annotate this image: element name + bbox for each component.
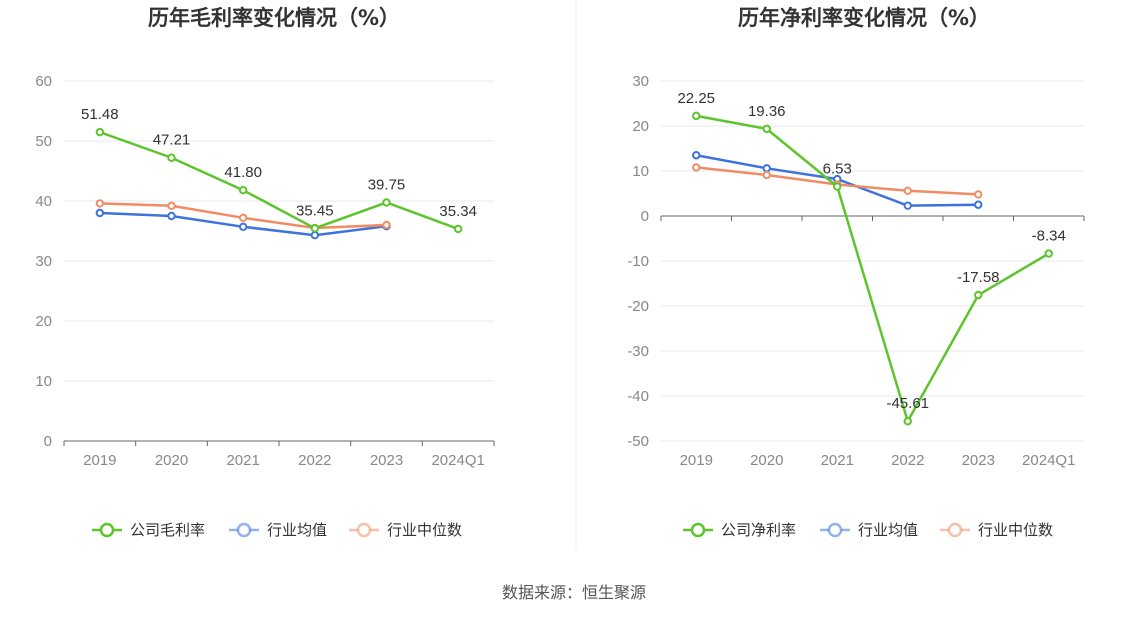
x-tick-label: 2024Q1 — [431, 452, 484, 469]
chart-2: 历年净利率变化情况（%） -50 -40 -30 -20 -10 0 10 20 30 2019 20… — [627, 6, 1085, 539]
x-tick-label: 2020 — [155, 452, 188, 469]
legend-label: 公司毛利率 — [130, 521, 205, 539]
data-point-median — [382, 220, 391, 230]
legend-swatch-marker — [356, 522, 372, 538]
data-label: 51.48 — [81, 106, 119, 123]
data-point-average — [974, 200, 983, 209]
y-tick-label: 40 — [35, 193, 52, 210]
y-tick-label: 20 — [632, 118, 649, 135]
y-tick-label: 20 — [35, 313, 52, 330]
x-tick-label: 2021 — [821, 452, 854, 469]
data-point-company — [762, 124, 771, 134]
legend-item-company: 公司净利率 — [683, 521, 796, 539]
data-point-company — [238, 186, 248, 195]
x-tick-label: 2021 — [226, 452, 259, 469]
data-label: -8.34 — [1032, 228, 1066, 245]
data-point-median — [762, 170, 771, 180]
data-point-company — [833, 182, 842, 191]
legend-label: 公司净利率 — [721, 521, 796, 539]
data-point-average — [167, 211, 176, 221]
data-label: 22.25 — [677, 90, 715, 107]
data-source: 数据来源：恒生聚源 — [502, 583, 646, 602]
data-point-average — [692, 151, 701, 160]
data-label: 19.36 — [748, 103, 786, 120]
data-point-average — [903, 201, 912, 210]
data-point-company — [453, 224, 463, 234]
data-point-median — [903, 186, 912, 196]
y-tick-label: 30 — [632, 73, 649, 90]
data-point-median — [974, 190, 983, 199]
chart-title: 历年净利率变化情况（%） — [738, 6, 990, 30]
y-tick-label: -30 — [627, 343, 649, 360]
chart-1: 历年毛利率变化情况（%） 0 10 20 30 40 50 60 2019 2020 2021 202… — [35, 6, 495, 539]
legend-label: 行业中位数 — [978, 521, 1053, 539]
data-point-company — [903, 417, 912, 426]
y-tick-label: 0 — [44, 433, 52, 450]
y-tick-label: 10 — [35, 373, 52, 390]
legend-item-company: 公司毛利率 — [92, 521, 205, 539]
data-label: 6.53 — [823, 161, 852, 178]
y-tick-label: 30 — [35, 253, 52, 270]
y-tick-label: -20 — [627, 298, 649, 315]
data-point-average — [310, 231, 320, 240]
x-tick-label: 2023 — [962, 452, 995, 469]
data-point-company — [692, 111, 701, 121]
data-point-median — [238, 213, 248, 223]
data-point-company — [382, 198, 391, 207]
y-tick-label: -10 — [627, 253, 649, 270]
data-point-average — [95, 208, 105, 218]
data-point-average — [238, 222, 248, 232]
legend-swatch-marker — [827, 522, 843, 538]
x-tick-label: 2023 — [370, 452, 403, 469]
legend-item-median: 行业中位数 — [940, 521, 1053, 539]
legend-swatch-marker — [236, 522, 252, 538]
data-point-median — [95, 199, 105, 208]
y-tick-label: -40 — [627, 388, 649, 405]
data-label: 47.21 — [153, 132, 191, 149]
data-label: 35.45 — [296, 202, 334, 219]
data-point-company — [95, 127, 105, 137]
data-point-median — [167, 201, 176, 211]
x-tick-label: 2019 — [83, 452, 116, 469]
y-tick-label: -50 — [627, 433, 649, 450]
data-label: 39.75 — [368, 177, 406, 194]
legend-swatch-marker — [99, 522, 115, 538]
y-tick-label: 0 — [641, 208, 649, 225]
x-tick-label: 2022 — [298, 452, 331, 469]
legend-label: 行业均值 — [858, 521, 918, 539]
legend-item-average: 行业均值 — [229, 521, 327, 539]
chart-title: 历年毛利率变化情况（%） — [148, 6, 400, 30]
legend-item-average: 行业均值 — [820, 521, 918, 539]
y-tick-label: 10 — [632, 163, 649, 180]
series-line-company — [696, 114, 1050, 425]
data-label: -45.61 — [886, 395, 929, 412]
series-line-company — [99, 130, 459, 231]
legend-label: 行业均值 — [267, 521, 327, 539]
legend-label: 行业中位数 — [387, 521, 462, 539]
data-label: 41.80 — [224, 164, 262, 181]
x-tick-label: 2019 — [680, 452, 713, 469]
data-label: -17.58 — [957, 269, 1000, 286]
legend: 公司净利率 行业均值 行业中位数 — [683, 521, 1053, 539]
data-point-median — [692, 163, 701, 172]
data-point-company — [310, 224, 320, 233]
y-tick-label: 50 — [35, 133, 52, 150]
x-tick-label: 2022 — [891, 452, 924, 469]
legend-swatch-marker — [690, 522, 706, 538]
legend: 公司毛利率 行业均值 行业中位数 — [92, 521, 462, 539]
data-point-company — [974, 290, 983, 300]
legend-item-median: 行业中位数 — [349, 521, 462, 539]
data-point-company — [167, 153, 176, 162]
x-tick-label: 2020 — [750, 452, 783, 469]
data-label: 35.34 — [439, 203, 477, 220]
y-tick-label: 60 — [35, 73, 52, 90]
legend-swatch-marker — [947, 522, 963, 538]
data-point-company — [1044, 249, 1053, 258]
data-point-average — [762, 164, 771, 173]
x-tick-label: 2024Q1 — [1022, 452, 1075, 469]
